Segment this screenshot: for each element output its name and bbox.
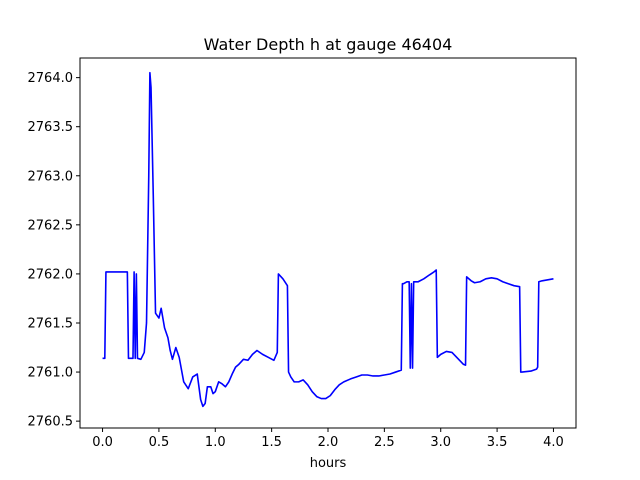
y-tick-label: 2764.0 [28,71,74,86]
y-tick-label: 2761.5 [28,316,74,331]
x-tick-label: 3.5 [487,435,508,450]
x-tick-label: 1.0 [205,435,226,450]
y-tick-label: 2762.0 [28,267,74,282]
x-tick-label: 2.0 [318,435,339,450]
y-tick-label: 2763.0 [28,169,74,184]
x-axis-ticks: 0.0 0.5 1.0 1.5 2.0 2.5 3.0 3.5 4.0 [92,428,564,450]
y-tick-label: 2761.0 [28,366,74,381]
x-tick-label: 1.5 [261,435,282,450]
plot-area [80,58,576,428]
x-axis-title: hours [310,456,347,471]
y-tick-label: 2762.5 [28,218,74,233]
x-tick-label: 0.0 [92,435,113,450]
series-line-0 [102,71,554,408]
x-tick-label: 3.0 [430,435,451,450]
x-tick-label: 2.5 [374,435,395,450]
y-axis-ticks: 2760.5 2761.0 2761.5 2762.0 2762.5 2763.0 2763… [28,71,80,430]
y-tick-label: 2763.5 [28,120,74,135]
x-tick-label: 4.0 [543,435,564,450]
y-tick-label: 2760.5 [28,415,74,430]
plot-frame [79,57,577,429]
series-layer [102,71,554,408]
chart-title: Water Depth h at gauge 46404 [204,35,453,54]
x-tick-label: 0.5 [149,435,170,450]
